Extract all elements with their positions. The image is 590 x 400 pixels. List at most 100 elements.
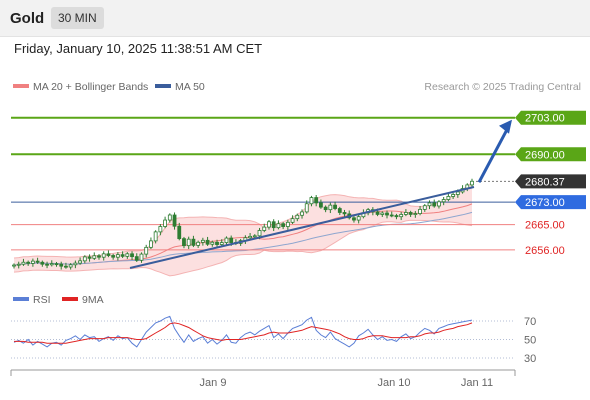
rsi-plot: 70 50 30 [11,315,536,365]
candle-body [290,218,295,223]
candle-body [375,211,380,215]
candle-body [342,212,347,215]
candle-body [45,263,49,266]
candle-body [403,212,408,215]
candle-body [422,205,427,210]
candle-body [49,263,54,266]
candle-body [267,221,271,228]
candle-body [319,202,323,208]
candle-body [101,253,106,258]
candle-body [314,197,319,204]
candle-body [35,260,40,263]
bollinger-lower-line [13,219,473,277]
candle-body [455,191,460,195]
level-label-2690.00: 2690.00 [525,149,565,161]
chart-datetime: Friday, January 10, 2025 11:38:51 AM CET [14,41,263,56]
price-plot: 2703.00 2690.00 2680.37 2673.00 2665.00 2656.… [11,110,586,277]
level-label-2703.00: 2703.00 [525,113,565,125]
candle-body [385,212,389,216]
candle-body [441,199,446,203]
candle-body [219,242,224,245]
candle-body [451,194,456,197]
candle-body [134,256,139,261]
candle-body [408,212,413,215]
candle-body [78,260,83,264]
candle-body [21,261,26,265]
candle-body [186,238,191,247]
candle-body [200,239,205,243]
x-tick-label-jan-9: Jan 9 [200,377,227,389]
symbol-title: Gold [10,10,45,27]
candle-body [413,213,418,215]
candle-body [252,235,257,238]
candle-body [191,238,196,246]
level-badge-2703.00 [515,110,586,125]
candle-body [271,221,276,229]
time-axis: Jan 9 Jan 10 Jan 11 [200,377,494,389]
candle-body [224,237,229,243]
rsi-tick-label-70: 70 [524,316,536,328]
bollinger-upper-line [13,181,473,259]
rsi-line [13,315,473,348]
candle-body [111,255,116,258]
bollinger-legend-swatch [13,84,29,88]
candle-body [427,202,432,207]
level-badge-2673.00 [515,195,586,210]
candle-body [285,221,290,227]
support-trendline [129,186,475,269]
level-label-2656.00: 2656.00 [525,245,565,257]
candle-body [248,235,252,239]
candle-body [229,237,234,243]
rsi-ma-legend-label: 9MA [82,294,104,306]
ma50-legend-swatch [155,84,171,88]
ma50-legend-label: MA 50 [175,81,205,93]
candle-body [158,226,163,233]
candle-body [12,264,16,267]
candle-body [153,231,158,242]
bollinger-band-fill [14,182,472,276]
rsi-ma-legend-swatch [62,297,78,301]
candle-body [309,197,314,205]
candle-body [262,226,267,231]
candle-body [130,253,134,258]
candle-body [205,239,210,245]
candle-body [394,215,399,218]
x-tick-label-jan-10: Jan 10 [377,377,410,389]
candle-body [196,241,201,246]
x-tick-label-jan-11: Jan 11 [461,377,493,389]
candle-body [276,223,281,229]
candle-body [356,216,361,221]
candle-body [418,208,422,214]
candle-body [446,196,451,200]
rsi-tick-label-30: 30 [524,353,536,365]
level-label-2680.37: 2680.37 [525,176,565,188]
rsi-ma-line [14,322,473,344]
candle-body [328,204,333,211]
candle-body [215,241,219,245]
candle-body [337,208,342,213]
bollinger-legend-label: MA 20 + Bollinger Bands [33,81,148,93]
projection-arrow-head [499,119,512,134]
candle-body [40,261,45,265]
candle-body [333,204,337,209]
candle-body [389,214,394,217]
candle-body [97,255,101,258]
candle-body [380,212,385,215]
candle-body [73,262,78,266]
candle-body [26,261,31,264]
candle-body [281,223,286,227]
candle-body [399,214,404,218]
candle-body [210,241,215,245]
candle-body [87,256,92,259]
candle-body [295,214,300,220]
candle-body [82,256,87,262]
projection-arrow-shaft [477,126,510,183]
candle-body [120,254,125,257]
level-label-2673.00: 2673.00 [525,197,565,209]
candle-body [172,214,177,227]
rsi-legend-swatch [13,297,29,301]
candle-body [144,246,149,255]
candle-body [59,263,64,267]
timeframe-button[interactable]: 30 MIN [51,7,104,29]
